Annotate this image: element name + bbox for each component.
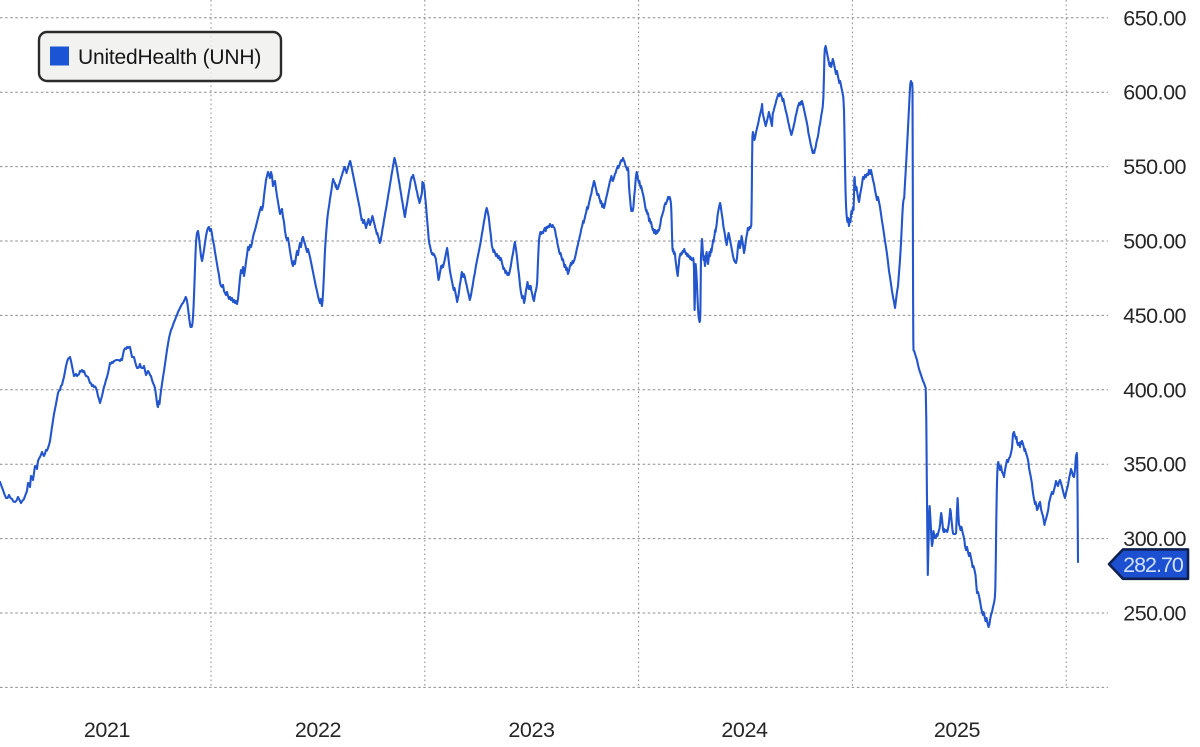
svg-text:650.00: 650.00: [1123, 6, 1186, 30]
svg-text:550.00: 550.00: [1123, 155, 1186, 179]
svg-text:UnitedHealth (UNH): UnitedHealth (UNH): [78, 46, 261, 69]
svg-text:400.00: 400.00: [1123, 378, 1186, 402]
svg-text:300.00: 300.00: [1123, 527, 1186, 551]
svg-text:450.00: 450.00: [1123, 304, 1186, 328]
svg-text:2023: 2023: [508, 718, 555, 742]
svg-text:282.70: 282.70: [1123, 553, 1184, 577]
svg-text:2024: 2024: [721, 718, 768, 742]
svg-text:250.00: 250.00: [1123, 602, 1186, 626]
svg-text:2022: 2022: [295, 718, 341, 742]
svg-text:600.00: 600.00: [1123, 81, 1186, 105]
svg-text:350.00: 350.00: [1123, 453, 1186, 477]
svg-text:500.00: 500.00: [1123, 230, 1186, 254]
svg-text:2021: 2021: [84, 718, 130, 742]
svg-text:2025: 2025: [934, 718, 981, 742]
